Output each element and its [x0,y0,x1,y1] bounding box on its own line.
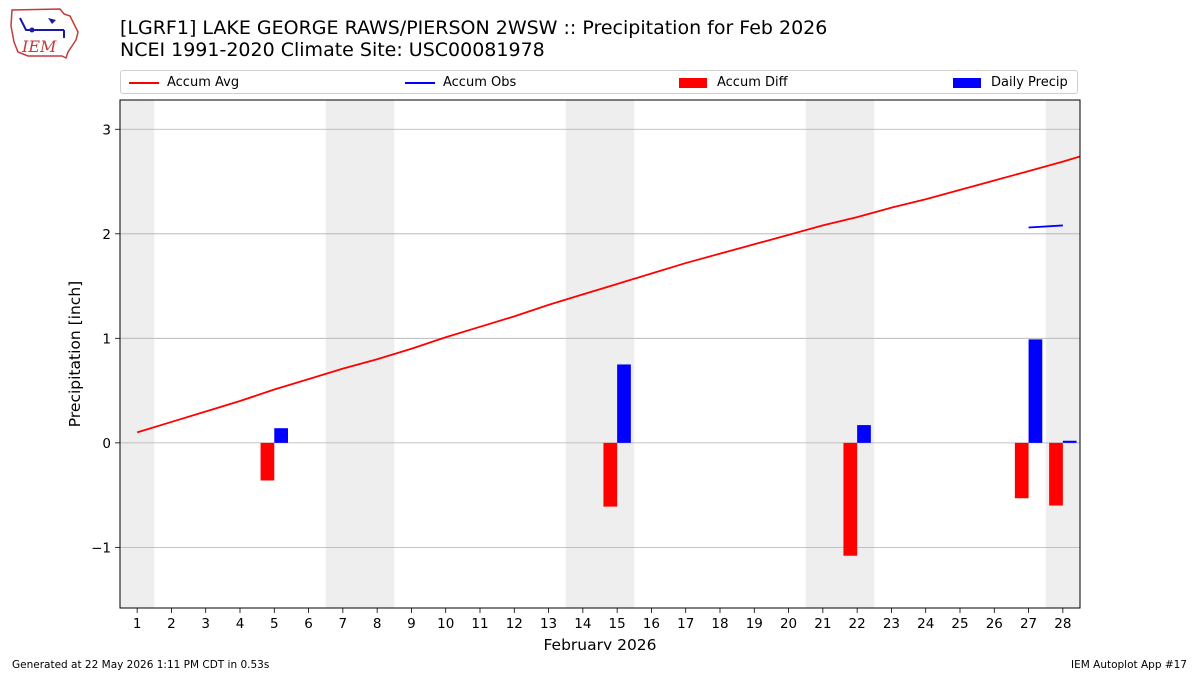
bar-daily-precip [1028,339,1043,443]
legend-swatch [405,81,435,84]
y-tick-label: 0 [102,436,111,452]
x-tick-label: 19 [746,616,763,632]
x-tick-label: 17 [677,616,694,632]
app-label: IEM Autoplot App #17 [1071,659,1187,671]
generated-note: Generated at 22 May 2026 1:11 PM CDT in … [12,659,270,671]
weekend-band [120,100,155,608]
x-tick-label: 4 [236,616,245,632]
line-accum-avg [136,155,1080,434]
x-tick-label: 11 [471,616,488,632]
bar-accum-diff [1049,442,1063,506]
chart-title-line1: [LGRF1] LAKE GEORGE RAWS/PIERSON 2WSW ::… [120,17,828,39]
x-tick-label: 20 [780,616,797,632]
legend-swatch [129,81,159,84]
x-tick-label: 8 [373,616,382,632]
x-tick-label: 14 [574,616,591,632]
iem-logo: IEM [10,8,79,60]
y-axis-label: Precipitation [inch] [66,281,84,427]
weekend-band [325,100,360,608]
legend-label: Daily Precip [991,75,1068,90]
weekend-band [1045,100,1080,608]
legend-swatch [679,77,707,88]
bar-daily-precip [617,364,631,443]
bar-daily-precip [1062,440,1077,443]
x-tick-label: 21 [814,616,831,632]
x-tick-label: 24 [917,616,934,632]
x-axis-label: February 2026 [543,636,656,650]
legend-accum-diff: Accum Diff [679,74,788,91]
legend-accum-avg: Accum Avg [125,74,239,91]
x-tick-label: 22 [849,616,866,632]
chart-title-line2: NCEI 1991-2020 Climate Site: USC00081978 [120,39,545,61]
bar-accum-diff [260,442,275,481]
x-tick-label: 16 [643,616,660,632]
chart-legend: Accum Avg Accum Obs Accum Diff Daily Pre… [120,70,1078,94]
chart-title: [LGRF1] LAKE GEORGE RAWS/PIERSON 2WSW ::… [120,17,827,61]
x-tick-label: 7 [339,616,348,632]
bar-daily-precip [857,425,871,443]
weekend-band [600,100,635,608]
x-tick-label: 2 [167,616,176,632]
legend-label: Accum Diff [717,75,788,90]
x-tick-label: 5 [270,616,279,632]
x-tick-label: 15 [609,616,626,632]
bar-accum-diff [1014,442,1029,499]
x-tick-label: 18 [711,616,728,632]
x-tick-label: 9 [407,616,416,632]
legend-label: Accum Avg [167,75,240,90]
x-tick-label: 27 [1020,616,1037,632]
line-accum-obs [1028,224,1063,229]
logo-text: IEM [21,37,57,56]
x-tick-label: 25 [951,616,968,632]
legend-swatch [953,77,981,88]
weekend-band [805,100,840,608]
bar-accum-diff [603,442,618,507]
legend-daily-precip: Daily Precip [953,74,1068,91]
y-tick-label: 3 [102,122,111,138]
bar-daily-precip [274,428,288,443]
x-tick-label: 1 [133,616,142,632]
x-tick-label: 13 [540,616,557,632]
weekend-band [360,100,395,608]
x-tick-label: 3 [201,616,210,632]
y-tick-label: 2 [102,227,111,243]
legend-accum-obs: Accum Obs [401,74,516,91]
x-tick-label: 12 [506,616,523,632]
y-tick-label: −1 [91,540,111,556]
x-tick-label: 23 [883,616,900,632]
bar-accum-diff [843,442,858,556]
plot-frame [119,99,1081,609]
x-tick-label: 10 [437,616,454,632]
y-tick-label: 1 [102,331,111,347]
weekend-band [565,100,600,608]
legend-label: Accum Obs [443,75,517,90]
x-tick-label: 28 [1054,616,1071,632]
x-tick-label: 6 [304,616,313,632]
x-tick-label: 26 [986,616,1003,632]
